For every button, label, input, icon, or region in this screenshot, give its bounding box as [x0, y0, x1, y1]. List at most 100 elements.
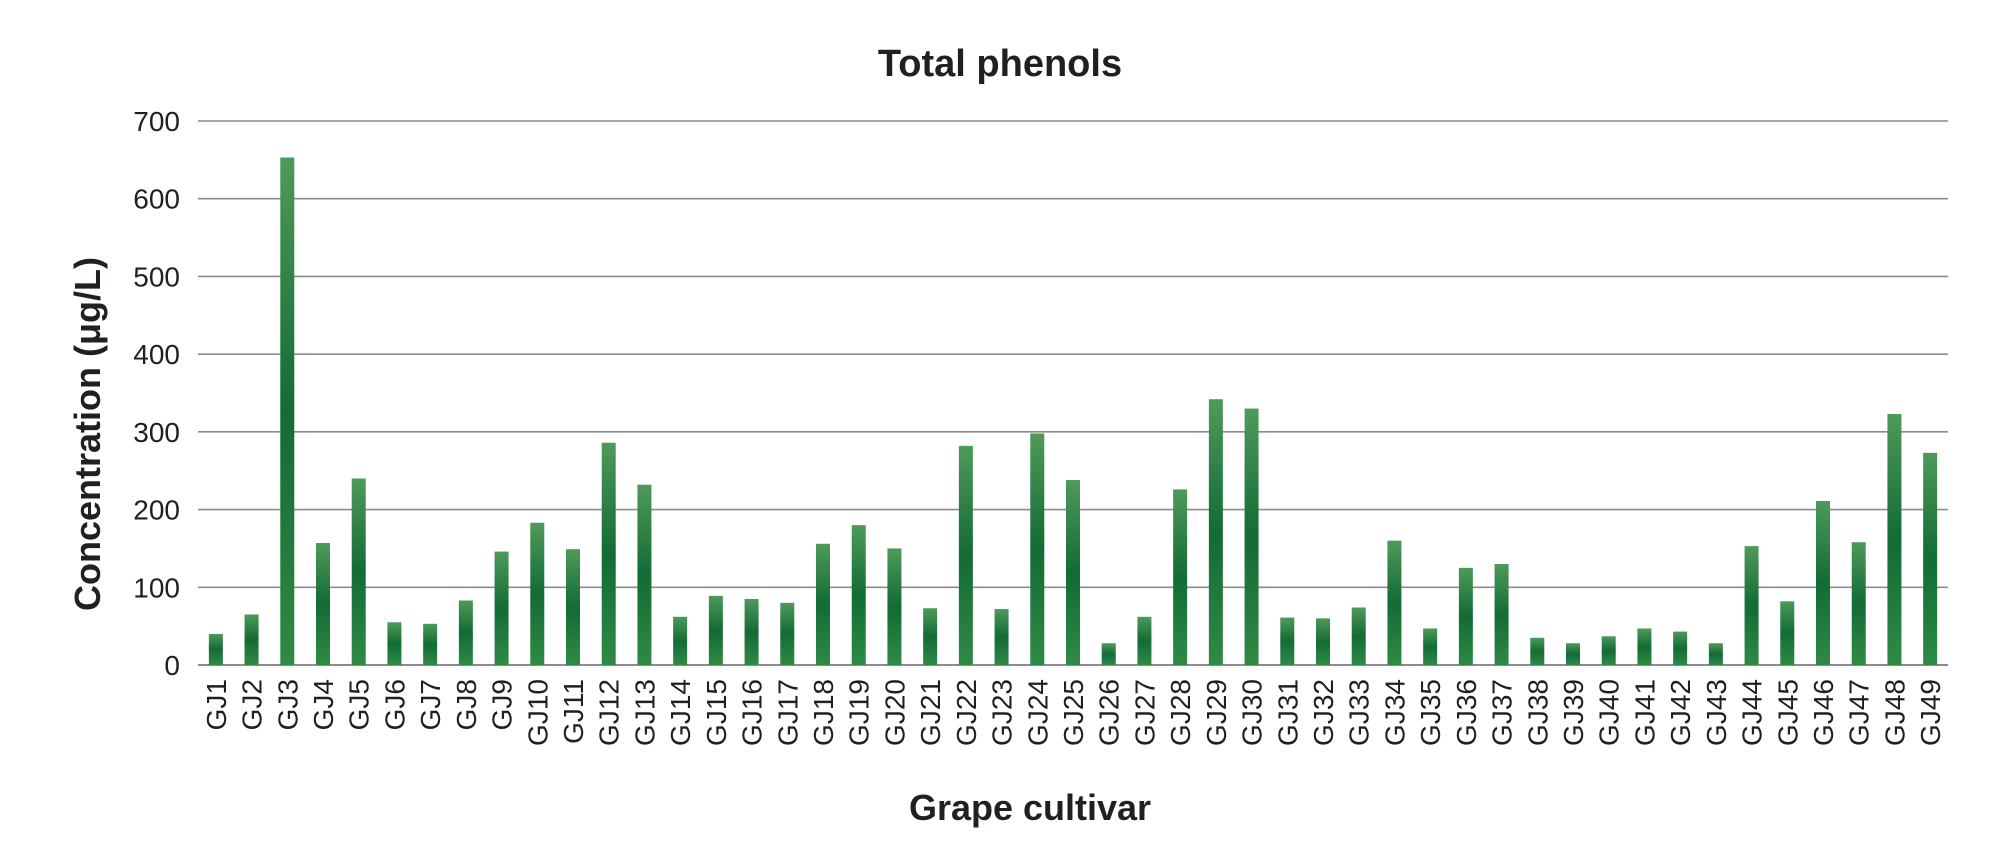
- x-tick-label: GJ28: [1165, 679, 1196, 746]
- x-tick-label: GJ22: [951, 679, 982, 746]
- bar-gj5: [351, 478, 366, 665]
- bar-gj42: [1673, 631, 1688, 665]
- x-tick-label: GJ37: [1487, 679, 1518, 746]
- bar-gj9: [494, 551, 509, 665]
- x-tick-label: GJ43: [1701, 679, 1732, 746]
- x-tick-label: GJ5: [344, 679, 375, 730]
- bar-gj49: [1923, 452, 1938, 665]
- x-tick-label: GJ19: [844, 679, 875, 746]
- x-tick-label: GJ16: [737, 679, 768, 746]
- chart-title: Total phenols: [878, 43, 1122, 85]
- x-tick-label: GJ11: [558, 679, 589, 744]
- bar-gj34: [1387, 540, 1402, 665]
- bar-gj31: [1280, 617, 1295, 665]
- bar-gj4: [316, 542, 330, 665]
- bar-gj6: [387, 622, 402, 665]
- x-tick-label: GJ4: [308, 679, 339, 730]
- x-tick-label: GJ46: [1808, 679, 1839, 746]
- bar-gj2: [244, 614, 259, 665]
- bar-gj40: [1601, 636, 1616, 665]
- x-axis-title: Grape cultivar: [909, 787, 1151, 828]
- x-tick-label: GJ2: [237, 679, 268, 730]
- bar-gj39: [1566, 643, 1580, 665]
- y-tick-label: 0: [164, 650, 180, 681]
- x-tick-label: GJ3: [272, 679, 303, 730]
- y-tick-label: 100: [133, 572, 180, 603]
- bar-gj36: [1458, 567, 1473, 665]
- bar-gj13: [637, 484, 652, 665]
- bar-gj19: [851, 525, 866, 665]
- bar-gj37: [1494, 563, 1509, 665]
- x-tick-label: GJ33: [1344, 679, 1375, 746]
- bar-gj48: [1887, 413, 1902, 665]
- bar-gj29: [1208, 399, 1223, 665]
- bar-gj20: [887, 548, 902, 665]
- bar-gj7: [423, 623, 438, 665]
- x-tick-label: GJ7: [415, 679, 446, 730]
- x-tick-label: GJ31: [1272, 679, 1303, 746]
- x-tick-labels: GJ1 GJ2 GJ3 GJ4 GJ5 GJ6 GJ7 GJ8 GJ9 GJ10 GJ11 GJ12 G…: [201, 679, 1946, 746]
- x-tick-label: GJ1: [201, 679, 232, 730]
- x-tick-label: GJ27: [1129, 679, 1160, 746]
- x-tick-label: GJ10: [522, 679, 553, 746]
- x-tick-label: GJ38: [1522, 679, 1553, 746]
- bar-gj28: [1173, 489, 1188, 665]
- gridlines: [198, 120, 1948, 666]
- bar-gj14: [673, 616, 688, 665]
- bar-gj35: [1423, 628, 1438, 665]
- x-tick-label: GJ39: [1558, 679, 1589, 746]
- y-axis-title: Concentration (μg/L): [67, 257, 108, 611]
- bar-gj12: [601, 442, 616, 665]
- x-tick-label: GJ13: [629, 679, 660, 746]
- x-tick-label: GJ45: [1772, 679, 1803, 746]
- bar-gj23: [994, 609, 1009, 665]
- bar-gj16: [744, 598, 759, 665]
- x-tick-label: GJ14: [665, 679, 696, 746]
- x-tick-label: GJ25: [1058, 679, 1089, 746]
- bar-gj30: [1244, 408, 1259, 665]
- bar-gj43: [1708, 643, 1723, 665]
- bar-gj21: [923, 608, 938, 665]
- bar-gj17: [780, 602, 795, 665]
- bar-gj47: [1851, 542, 1866, 665]
- x-tick-label: GJ36: [1451, 679, 1482, 746]
- bar-gj15: [708, 595, 723, 665]
- bar-gj1: [208, 633, 223, 665]
- y-tick-label: 700: [133, 106, 180, 137]
- y-tick-labels: 0 100 200 300 400 500 600 700: [133, 106, 180, 681]
- x-tick-label: GJ44: [1737, 679, 1768, 746]
- y-tick-label: 300: [133, 417, 180, 448]
- x-tick-label: GJ34: [1379, 679, 1410, 746]
- bar-gj25: [1066, 480, 1080, 665]
- x-tick-label: GJ6: [379, 679, 410, 730]
- x-tick-label: GJ8: [451, 679, 482, 730]
- bar-gj22: [958, 445, 973, 665]
- x-tick-label: GJ26: [1094, 679, 1125, 746]
- bar-gj45: [1780, 601, 1795, 665]
- x-tick-label: GJ20: [879, 679, 910, 746]
- x-tick-label: GJ12: [594, 679, 625, 746]
- x-tick-label: GJ24: [1022, 679, 1053, 746]
- bar-gj41: [1637, 628, 1652, 665]
- bar-gj24: [1030, 433, 1045, 665]
- bar-gj26: [1101, 643, 1116, 665]
- bar-gj33: [1351, 607, 1366, 665]
- x-tick-label: GJ29: [1201, 679, 1232, 746]
- bar-gj44: [1744, 546, 1759, 665]
- x-tick-label: GJ23: [987, 679, 1018, 746]
- x-tick-label: GJ30: [1237, 679, 1268, 746]
- bar-gj27: [1137, 616, 1152, 665]
- x-tick-label: GJ49: [1915, 679, 1946, 746]
- x-tick-label: GJ40: [1594, 679, 1625, 746]
- bar-gj3: [280, 157, 295, 666]
- x-tick-label: GJ35: [1415, 679, 1446, 746]
- bar-gj18: [816, 543, 830, 665]
- y-tick-label: 200: [133, 495, 180, 526]
- x-tick-label: GJ21: [915, 679, 946, 746]
- x-tick-label: GJ41: [1629, 679, 1660, 746]
- x-tick-label: GJ32: [1308, 679, 1339, 746]
- x-tick-label: GJ17: [772, 679, 803, 746]
- bar-gj8: [458, 600, 473, 665]
- x-tick-label: GJ42: [1665, 679, 1696, 746]
- x-tick-label: GJ47: [1844, 679, 1875, 746]
